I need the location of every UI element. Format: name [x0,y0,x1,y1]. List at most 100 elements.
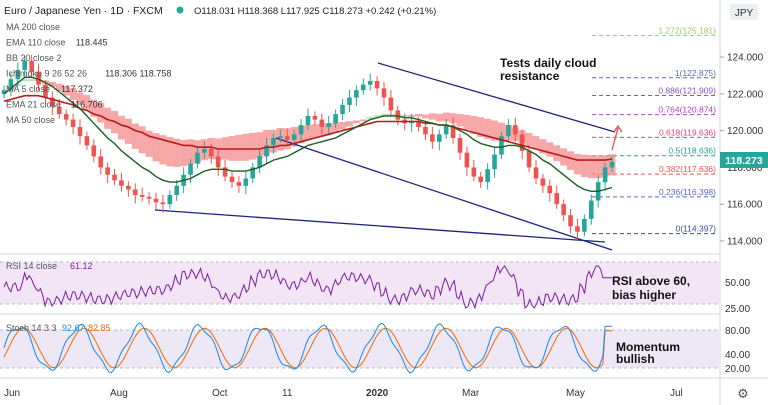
stoch-tick-20: 20.00 [725,364,750,375]
rsi-label[interactable]: RSI 14 close [6,261,57,271]
cloud-segment [491,120,499,141]
cloud-segment [21,79,29,82]
cloud-segment [532,136,540,150]
cloud-segment [104,107,112,129]
candle-body [526,150,532,168]
ohlc-readout: O118.031 H118.368 L117.925 C118.273 +0.2… [194,6,436,17]
cloud-segment [525,133,533,147]
rsi-path [3,264,612,310]
cloud-segment [117,115,125,140]
time-axis[interactable]: Jun Aug Oct 11 2020 Mar May Jul [4,388,683,399]
cloud-segment [55,83,63,92]
fib-label-0.886: 0.886(121.909) [658,86,716,96]
candle-body [568,215,573,227]
indicator-legend-label: MA 50 close [6,115,55,125]
currency-label: JPY [735,8,754,19]
candle-body [126,185,131,190]
cloud-segment [587,155,595,179]
cloud-segment [573,154,581,175]
candle-body [36,71,41,85]
candle-body [485,169,490,183]
candle-body [84,136,90,146]
indicator-legend-value: 117.372 [61,84,93,94]
candle-body [298,125,304,135]
candle-body [167,195,173,205]
candle-body [478,176,484,183]
cloud-segment [345,121,353,127]
candle-body [271,138,276,146]
falling-channel [154,62,616,251]
fib-label-0.764: 0.764(120.874) [658,105,716,115]
candle-body [250,167,256,179]
fib-label-0.618: 0.618(119.636) [659,127,716,137]
time-tick-label: Jun [4,388,20,399]
candle-body [395,110,401,120]
rsi-tick-25: 25.00 [725,304,750,315]
time-tick-label: 2020 [366,388,389,399]
cloud-segment [311,124,319,139]
fib-label-0.382: 0.382(117.636) [659,164,716,174]
candle-body [499,136,504,155]
candle-body [582,218,587,232]
currency-badge[interactable] [730,4,758,20]
candle-body [50,97,55,107]
cloud-segment [553,145,561,162]
indicator-legend-value: 116.706 [71,100,103,110]
candle-body [208,149,214,157]
time-tick-label: May [566,388,585,399]
ema110-line [3,94,613,161]
fib-label-1.272: 1.272(125.181) [658,25,716,35]
candle-body [8,79,14,91]
candle-body [22,60,28,70]
cloud-segment [83,95,91,111]
candle-body [450,125,456,138]
stoch-k-value: 92.67 [62,323,85,333]
candle-body [195,152,200,164]
fib-label-1: 1(122.875) [675,68,716,78]
symbol-title[interactable]: Euro / Japanese Yen · 1D · FXCM [4,5,163,17]
current-price-tag [720,152,768,168]
time-tick-label: Jul [670,388,683,399]
candle-body [471,167,477,177]
cloud-segment [421,114,429,119]
cloud-note-line1: Tests daily cloud [500,56,596,70]
cloud-segment [359,119,367,122]
cloud-segment [235,134,243,161]
cloud-segment [62,85,70,96]
cloud-segment [428,113,436,120]
price-tick-label: 118.000 [727,163,763,174]
cloud-segment [131,123,139,149]
fib-levels: 1.272(125.181) 1(122.875) 0.886(121.909) 0.… [592,25,718,235]
stoch-d-value: 82.85 [88,323,111,333]
candle-body [360,84,366,91]
indicator-legend-label: Ichimoku 9 26 52 26 [6,69,87,79]
cloud-segment [159,135,167,165]
cloud-segment [256,132,264,159]
stoch-lines [3,322,612,374]
cloud-segment [124,118,132,144]
cloud-segment [339,121,347,130]
candle-body [257,156,262,168]
candle-body [319,119,325,127]
stoch-label[interactable]: Stoch 14 3 3 [6,323,57,333]
candle-body [229,176,235,183]
cloud-segment [463,114,471,130]
cloud-segment [484,118,492,139]
settings-gear-icon[interactable]: ⚙ [737,387,749,402]
cloud-segment [415,113,423,117]
price-tick-label: 120.000 [727,126,764,137]
cloud-segment [187,139,195,165]
candle-body [464,152,470,168]
breakout-arrow [611,124,623,151]
time-tick-label: 11 [282,388,293,399]
candle-body [512,125,518,135]
cloud-segment [97,102,105,123]
cloud-segment [580,154,588,177]
candle-body [381,88,387,98]
moving-averages [3,76,613,192]
candle-body [609,161,615,168]
stoch-tick-40: 40.00 [725,350,750,361]
candle-body [354,90,359,98]
